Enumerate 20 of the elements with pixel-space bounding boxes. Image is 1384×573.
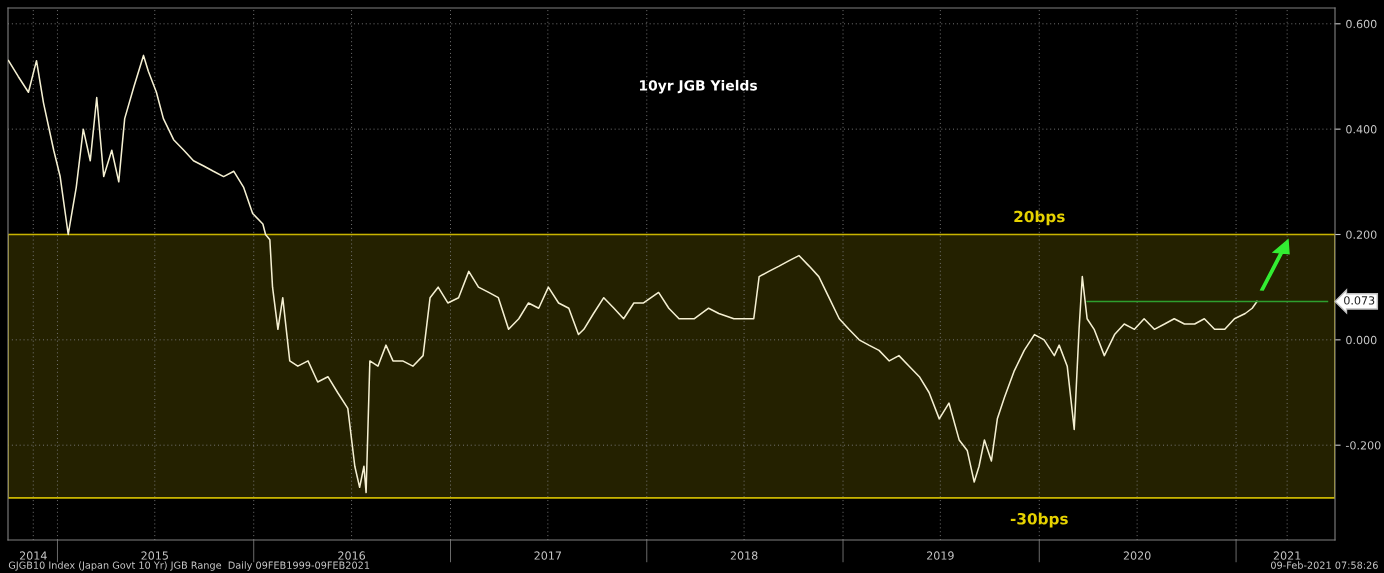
x-tick-label: 2015 (141, 551, 168, 560)
x-tick-label: 2016 (338, 551, 366, 560)
y-tick-label: 0.200 (1346, 230, 1377, 239)
x-tick-label: 2017 (534, 551, 562, 560)
annotation: 0.073 (1344, 296, 1375, 305)
annotation: 20bps (1014, 210, 1065, 226)
line-series (8, 54, 1258, 494)
x-tick-label: 2020 (1123, 551, 1151, 560)
x-tick-label: 2018 (730, 551, 758, 560)
annotation: -30bps (1010, 512, 1068, 528)
y-tick-label: 0.600 (1346, 19, 1377, 29)
x-tick-label: 2021 (1273, 551, 1301, 560)
y-tick-label: 0.400 (1346, 125, 1377, 134)
y-tick-label: -0.200 (1345, 441, 1381, 450)
text: 09-Feb-2021 07:58:26 (1271, 561, 1378, 569)
text: 10yr JGB Yields (639, 79, 758, 94)
x-tick-label: 2019 (927, 551, 954, 560)
text: GJGB10 Index (Japan Govt 10 Yr) JGB Range Daily 09FEB1999-09FEB2021 (8, 561, 370, 571)
x-tick-label: 2014 (19, 551, 47, 560)
y-tick-label: 0.000 (1346, 335, 1377, 345)
